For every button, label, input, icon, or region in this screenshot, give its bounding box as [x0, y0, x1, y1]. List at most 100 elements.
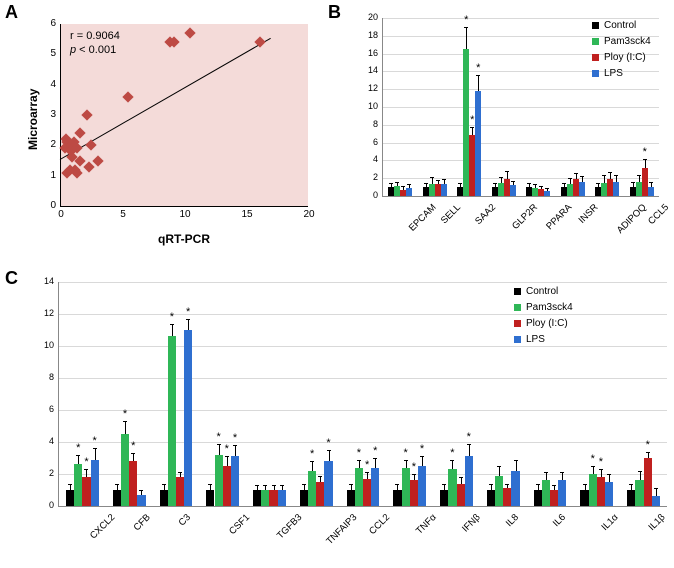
bar [510, 185, 516, 196]
ytick: 12 [34, 308, 54, 318]
error-bar [609, 474, 610, 482]
xtick: CCL5 [646, 202, 671, 227]
bar [475, 91, 481, 196]
error-cap [511, 181, 515, 182]
error-cap [544, 472, 548, 473]
error-bar [227, 456, 228, 466]
xtick: TNFα [414, 512, 439, 537]
significance-star: * [464, 14, 468, 26]
error-bar [639, 175, 640, 182]
error-cap [404, 460, 408, 461]
scatter-panel-a: r = 0.9064p < 0.001 051015200123456 [48, 18, 316, 228]
ytick: 10 [34, 340, 54, 350]
bar [503, 488, 511, 506]
error-bar [125, 421, 126, 434]
error-cap [493, 183, 497, 184]
bar [74, 464, 82, 506]
significance-star: * [186, 306, 190, 318]
error-cap [76, 455, 80, 456]
legend-swatch [592, 22, 599, 29]
error-cap [514, 460, 518, 461]
bar [324, 461, 332, 506]
error-cap [568, 178, 572, 179]
legend-label: Pam3sck4 [604, 36, 651, 47]
significance-star: * [123, 408, 127, 420]
bar [393, 490, 401, 506]
legend-swatch [514, 304, 521, 311]
scatter-ytick: 5 [44, 48, 56, 59]
error-bar [516, 460, 517, 471]
error-cap [170, 324, 174, 325]
bar [269, 490, 277, 506]
error-cap [476, 75, 480, 76]
scatter-annotation: r = 0.9064p < 0.001 [70, 30, 120, 58]
error-cap [302, 484, 306, 485]
significance-star: * [476, 62, 480, 74]
ytick: 0 [34, 500, 54, 510]
ytick: 4 [358, 154, 378, 164]
error-bar [312, 461, 313, 471]
gridline [59, 378, 667, 379]
legend-label: LPS [604, 68, 623, 79]
xtick: CFB [132, 512, 153, 533]
error-bar [616, 175, 617, 182]
error-cap [499, 177, 503, 178]
bar [160, 490, 168, 506]
bar [511, 471, 519, 506]
error-cap [489, 484, 493, 485]
error-bar [562, 472, 563, 480]
error-cap [280, 485, 284, 486]
error-cap [533, 184, 537, 185]
bar [465, 456, 473, 506]
error-bar [601, 469, 602, 477]
scatter-xtick: 5 [116, 209, 130, 220]
xtick: IL1α [599, 512, 620, 533]
significance-star: * [591, 453, 595, 465]
error-cap [560, 472, 564, 473]
error-cap [68, 484, 72, 485]
bar [355, 468, 363, 506]
bar [300, 490, 308, 506]
bar [644, 458, 652, 506]
error-cap [349, 484, 353, 485]
xtick: PPARA [544, 202, 574, 232]
error-cap [217, 444, 221, 445]
error-cap [225, 456, 229, 457]
error-cap [536, 484, 540, 485]
legend-swatch [592, 38, 599, 45]
scatter-ytick: 0 [44, 200, 56, 211]
scatter-xtick: 0 [54, 209, 68, 220]
legend-swatch [514, 336, 521, 343]
bar-panel-c: ***********************02468101214CXCL2C… [34, 276, 668, 556]
bar [495, 476, 503, 506]
error-bar [645, 159, 646, 169]
bar [184, 330, 192, 506]
gridline [383, 143, 659, 144]
significance-star: * [93, 435, 97, 447]
error-cap [84, 469, 88, 470]
bar [440, 490, 448, 506]
ytick: 14 [34, 276, 54, 286]
panel-label-b: B [328, 2, 341, 23]
error-bar [78, 455, 79, 465]
bar [441, 184, 447, 196]
scatter-y-axis [60, 24, 61, 206]
ytick: 16 [358, 48, 378, 58]
significance-star: * [420, 443, 424, 455]
error-bar [472, 127, 473, 136]
bar [597, 477, 605, 506]
bar [652, 496, 660, 506]
xtick: CSF1 [227, 512, 252, 537]
xtick: ADIPOQ [615, 202, 649, 236]
significance-star: * [225, 443, 229, 455]
bar [550, 490, 558, 506]
xtick: SAA2 [473, 202, 498, 227]
error-cap [638, 471, 642, 472]
bar [316, 482, 324, 506]
xtick: TGFB3 [275, 512, 304, 541]
legend-swatch [514, 320, 521, 327]
error-cap [327, 450, 331, 451]
error-cap [614, 175, 618, 176]
scatter-ytick: 2 [44, 139, 56, 150]
error-cap [631, 182, 635, 183]
